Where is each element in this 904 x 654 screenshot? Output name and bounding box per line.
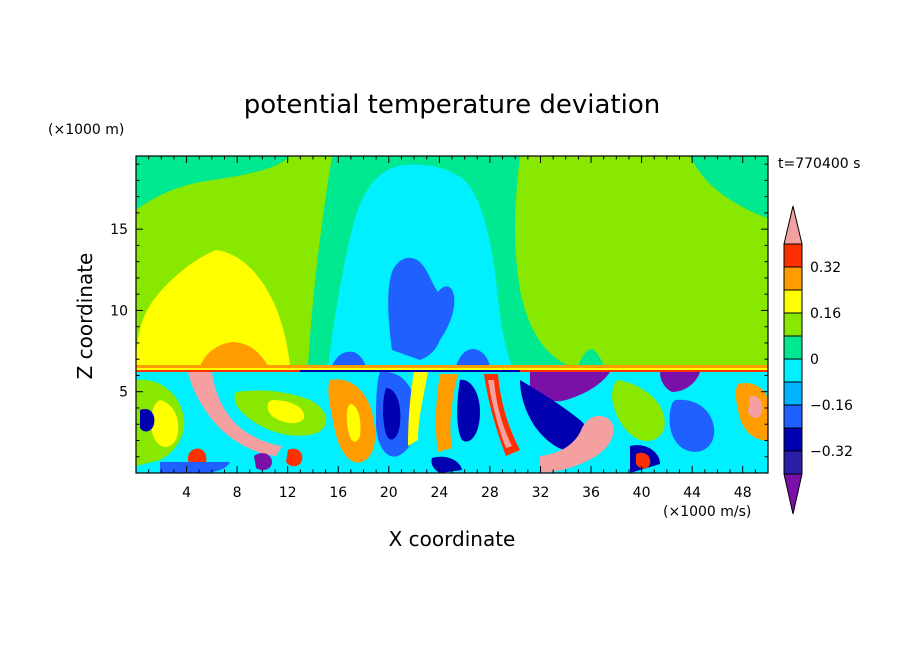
lower-pink-streak-2 bbox=[488, 380, 512, 448]
colorbar-level-box bbox=[783, 312, 803, 337]
contour-field bbox=[136, 156, 768, 473]
x-axis-label: X coordinate bbox=[389, 527, 516, 551]
x-tick-label: 48 bbox=[734, 485, 752, 501]
x-tick-label: 4 bbox=[182, 485, 191, 501]
lower-navy-band bbox=[383, 388, 401, 440]
contour-orange-dome bbox=[200, 342, 268, 366]
colorbar-tick-label: −0.32 bbox=[810, 444, 853, 460]
colorbar-tick-label: −0.16 bbox=[810, 398, 853, 414]
contour-blue-lobe bbox=[332, 351, 366, 366]
colorbar: 0.32 0.16 0 −0.16 −0.32 bbox=[783, 205, 853, 515]
colorbar-level-box bbox=[783, 289, 803, 314]
lower-pink-streak bbox=[188, 372, 282, 456]
lower-red-small bbox=[286, 448, 303, 467]
lower-navy-streak bbox=[457, 379, 480, 442]
time-label: t=770400 s bbox=[778, 156, 860, 172]
lower-yellow-streak bbox=[408, 372, 428, 446]
colorbar-level-box bbox=[783, 358, 803, 383]
x-tick-label: 40 bbox=[633, 485, 651, 501]
y-tick-label: 15 bbox=[110, 222, 128, 238]
interface-band-orange bbox=[136, 365, 768, 368]
x-tick-label: 28 bbox=[481, 485, 499, 501]
interface-band-navy bbox=[300, 370, 520, 372]
colorbar-level-box bbox=[783, 335, 803, 360]
interface-band-yellow bbox=[136, 368, 768, 370]
colorbar-level-box bbox=[783, 404, 803, 429]
x-tick-label: 44 bbox=[683, 485, 701, 501]
contour-yellow-dome bbox=[136, 250, 290, 366]
y-tick-label: 10 bbox=[110, 303, 128, 319]
x-tick-label: 12 bbox=[279, 485, 297, 501]
colorbar-level-box bbox=[783, 427, 803, 452]
contour-upper-left bbox=[136, 156, 290, 210]
colorbar-extend-low bbox=[783, 473, 803, 515]
lower-blue-left-2 bbox=[160, 462, 230, 473]
lower-yellow-left bbox=[151, 400, 179, 447]
lower-navy-wide bbox=[520, 380, 591, 452]
lower-purple-wide bbox=[530, 372, 610, 402]
x-tick-label: 20 bbox=[380, 485, 398, 501]
lower-orange-streak bbox=[435, 374, 458, 452]
contour-blue-lobe-2 bbox=[456, 348, 490, 366]
colorbar-tick-label: 0.16 bbox=[810, 306, 841, 322]
y-tick-label: 5 bbox=[119, 385, 128, 401]
colorbar-level-box bbox=[783, 381, 803, 406]
contour-upper-right bbox=[690, 156, 768, 218]
x-tick-label: 36 bbox=[582, 485, 600, 501]
lower-green-right bbox=[612, 380, 665, 441]
lower-purple-right bbox=[660, 372, 700, 392]
x-tick-label: 16 bbox=[329, 485, 347, 501]
colorbar-level-box bbox=[783, 266, 803, 291]
chart-title: potential temperature deviation bbox=[244, 90, 660, 120]
lower-blue-left bbox=[140, 408, 155, 432]
lower-pink-tongue bbox=[540, 415, 614, 473]
lower-yellow-mid bbox=[267, 400, 305, 424]
colorbar-level-box bbox=[783, 243, 803, 268]
colorbar-level-box bbox=[783, 450, 803, 475]
y-axis-ticks: 5 10 15 bbox=[110, 163, 768, 458]
x-tick-label: 32 bbox=[532, 485, 550, 501]
lower-red-right bbox=[636, 452, 651, 469]
x-unit-label: (×1000 m/s) bbox=[663, 504, 751, 520]
x-axis-ticks: 4 8 12 16 20 24 28 32 36 40 44 48 bbox=[148, 156, 756, 501]
colorbar-tick-label: 0 bbox=[810, 352, 819, 368]
contour-blue-core bbox=[388, 257, 455, 360]
colorbar-extend-high bbox=[783, 205, 803, 245]
lower-blue-right bbox=[669, 399, 715, 452]
x-tick-label: 24 bbox=[430, 485, 448, 501]
colorbar-tick-label: 0.32 bbox=[810, 260, 841, 276]
y-unit-label: (×1000 m) bbox=[48, 122, 124, 138]
lower-pink-edge bbox=[748, 395, 763, 418]
lower-yellow-column bbox=[346, 404, 361, 442]
lower-purple-left bbox=[254, 453, 272, 470]
y-axis-label: Z coordinate bbox=[73, 253, 97, 380]
x-tick-label: 8 bbox=[233, 485, 242, 501]
contour-green-bump bbox=[578, 349, 604, 366]
